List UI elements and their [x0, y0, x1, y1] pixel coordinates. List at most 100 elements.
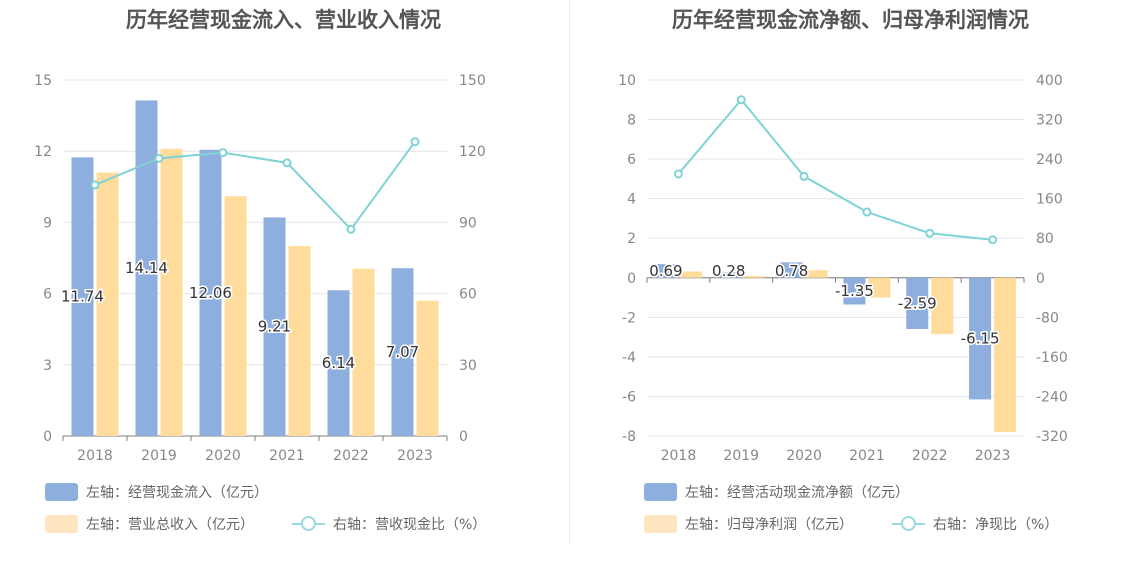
- right-bar-series1: [654, 264, 677, 278]
- left-line-series: [94, 141, 416, 231]
- left-x-tick-label: 2023: [397, 448, 433, 464]
- right-right-tick-label: 240: [1036, 152, 1063, 168]
- left-bar-series1: [71, 157, 94, 436]
- legend-line-circle-icon: [292, 515, 325, 533]
- left-line-point: [346, 224, 356, 234]
- right-line-point: [988, 235, 998, 245]
- right-right-tick-label: -320: [1036, 429, 1068, 445]
- left-line-point: [90, 180, 100, 190]
- legend-swatch-orange: [45, 515, 78, 533]
- legend-line-circle-icon: [892, 515, 925, 533]
- right-legend-bar1[interactable]: 左轴：经营活动现金流净额（亿元）: [644, 482, 909, 502]
- right-legend-line[interactable]: 右轴：净现比（%）: [892, 514, 1058, 534]
- left-left-tick-label: 9: [43, 215, 52, 231]
- right-line-point: [673, 169, 683, 179]
- legend-swatch-orange: [644, 515, 677, 533]
- right-left-tick-label: 6: [627, 152, 636, 168]
- right-left-tick-label: -4: [622, 350, 636, 366]
- left-bar-series2: [352, 268, 375, 436]
- right-x-tick-label: 2018: [661, 448, 697, 464]
- right-legend-line-label: 右轴：净现比（%）: [933, 517, 1059, 533]
- left-left-tick-label: 15: [34, 73, 52, 89]
- right-legend-bar2[interactable]: 左轴：归母净利润（亿元）: [644, 514, 853, 534]
- right-left-tick-label: 0: [627, 271, 636, 287]
- left-data-label: 6.14: [322, 354, 355, 372]
- right-left-tick-label: 10: [618, 73, 636, 89]
- right-left-tick-label: 4: [627, 192, 636, 208]
- left-left-tick-label: 6: [43, 287, 52, 303]
- left-bar-series2: [160, 148, 183, 436]
- left-data-label: 14.14: [125, 259, 168, 277]
- right-right-tick-label: 400: [1036, 73, 1063, 89]
- right-data-label: 0.78: [775, 262, 808, 280]
- left-bar-series2: [288, 246, 311, 436]
- right-bar-series2: [679, 271, 702, 278]
- right-line-point: [799, 171, 809, 181]
- right-line-point: [925, 228, 935, 238]
- left-bar-series1: [135, 100, 158, 436]
- right-bar-series2: [994, 277, 1017, 433]
- left-left-tick-label: 12: [34, 144, 52, 160]
- right-legend-bar2-label: 左轴：归母净利润（亿元）: [685, 517, 853, 533]
- right-bar-series2: [742, 276, 765, 278]
- left-right-tick-label: 150: [459, 73, 486, 89]
- right-right-tick-label: -240: [1036, 389, 1068, 405]
- right-left-tick-label: -6: [622, 389, 636, 405]
- left-line-point: [282, 158, 292, 168]
- right-left-tick-label: 2: [627, 231, 636, 247]
- left-data-label: 7.07: [386, 343, 419, 361]
- right-chart-svg: -8 -6 -4 -2 0 2 4 6 8 10 -320 -240 -160 -80 0 80 160 240 3…: [618, 73, 1068, 464]
- right-data-label: 0.28: [712, 262, 745, 280]
- left-bar-series1: [327, 290, 350, 436]
- right-x-tick-label: 2019: [723, 448, 759, 464]
- left-legend-bar1[interactable]: 左轴：经营现金流入（亿元）: [45, 482, 268, 502]
- right-left-tick-label: -8: [622, 429, 636, 445]
- right-right-tick-label: 0: [1036, 271, 1045, 287]
- left-legend-bar2-label: 左轴：营业总收入（亿元）: [86, 517, 254, 533]
- left-left-tick-label: 0: [43, 429, 52, 445]
- left-legend-bar1-label: 左轴：经营现金流入（亿元）: [86, 485, 268, 501]
- right-line-point: [862, 207, 872, 217]
- left-data-label: 9.21: [258, 318, 291, 336]
- right-x-tick-label: 2021: [849, 448, 885, 464]
- right-right-tick-label: 320: [1036, 113, 1063, 129]
- right-left-tick-label: -2: [622, 310, 636, 326]
- left-right-tick-label: 30: [459, 358, 477, 374]
- right-right-tick-label: 80: [1036, 231, 1054, 247]
- left-bar-series2: [224, 196, 247, 436]
- right-x-tick-label: 2023: [975, 448, 1011, 464]
- right-bar-series2: [931, 277, 954, 335]
- right-line-series: [677, 98, 993, 241]
- right-bar-series1: [717, 272, 740, 278]
- left-right-tick-label: 90: [459, 215, 477, 231]
- left-legend-bar2[interactable]: 左轴：营业总收入（亿元）: [45, 514, 254, 534]
- left-chart-title: 历年经营现金流入、营业收入情况: [126, 8, 441, 32]
- left-right-tick-label: 60: [459, 287, 477, 303]
- right-right-tick-label: -160: [1036, 350, 1068, 366]
- panel-divider: [569, 0, 570, 545]
- left-chart-panel: 历年经营现金流入、营业收入情况 0 3 6 9 12 15 0 30 60 90 120 150 201…: [34, 8, 486, 534]
- right-bar-series1: [843, 277, 866, 305]
- right-x-tick-label: 2022: [912, 448, 948, 464]
- left-left-tick-label: 3: [43, 358, 52, 374]
- right-data-label: -2.59: [898, 294, 937, 312]
- left-data-label: 12.06: [189, 284, 232, 302]
- left-bar-series1: [199, 149, 222, 436]
- legend-swatch-blue: [644, 483, 677, 501]
- left-x-tick-label: 2018: [77, 448, 113, 464]
- left-x-tick-label: 2022: [333, 448, 369, 464]
- left-bar-series2: [416, 300, 439, 436]
- right-chart-panel: 历年经营现金流净额、归母净利润情况 -8 -6 -4 -2 0 2 4 6 8 10 -320 -24…: [567, 0, 1134, 582]
- right-line-point: [736, 95, 746, 105]
- left-legend-line[interactable]: 右轴：营收现金比（%）: [292, 514, 486, 534]
- left-right-tick-label: 0: [459, 429, 468, 445]
- left-x-tick-label: 2019: [141, 448, 177, 464]
- right-data-label: 0.69: [649, 262, 682, 280]
- right-bar-series1: [969, 277, 992, 400]
- right-x-tick-label: 2020: [786, 448, 822, 464]
- right-bar-series1: [906, 277, 929, 330]
- left-legend-line-label: 右轴：营收现金比（%）: [333, 517, 487, 533]
- right-legend-bar1-label: 左轴：经营活动现金流净额（亿元）: [685, 485, 909, 501]
- right-bar-series2: [868, 277, 891, 298]
